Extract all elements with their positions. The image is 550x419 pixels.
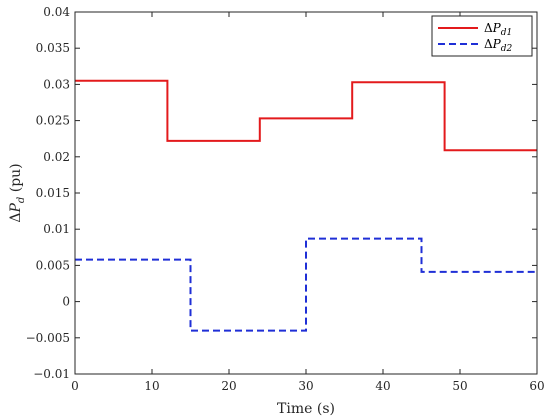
x-tick-label: 40	[375, 379, 390, 393]
y-tick-label: 0.035	[36, 41, 70, 55]
plot-frame	[74, 11, 538, 375]
legend-label-2: ΔPd2	[484, 37, 513, 54]
y-label-var: P	[8, 203, 24, 214]
y-tick-label: 0.04	[43, 5, 70, 19]
x-tick-label: 10	[144, 379, 159, 393]
y-tick-label: 0	[62, 295, 70, 309]
y-tick-label: 0.03	[43, 77, 70, 91]
y-tick-label: −0.005	[26, 331, 70, 345]
y-tick-label: 0.025	[36, 114, 70, 128]
x-axis-label: Time (s)	[277, 401, 335, 417]
y-label-delta: Δ	[8, 213, 24, 223]
legend-var: P	[492, 37, 502, 51]
y-tick-label: 0.005	[36, 258, 70, 272]
legend-delta: Δ	[484, 37, 493, 51]
legend-delta: Δ	[484, 21, 493, 35]
axis-ticks: 0 10 20 30 40 50 60 −0.01 −0.005 0 0.005 0.01 0.015 0…	[26, 5, 545, 393]
x-tick-label: 50	[452, 379, 467, 393]
legend-var: P	[492, 21, 502, 35]
legend-sub: d1	[501, 28, 513, 38]
y-tick-label: 0.01	[43, 222, 70, 236]
y-tick-label: 0.015	[36, 186, 70, 200]
plot-series	[75, 79, 537, 332]
series-line-2	[75, 237, 537, 332]
y-axis-label: ΔPd (pu)	[8, 163, 27, 222]
y-label-sub: d	[16, 197, 27, 203]
legend-box	[431, 15, 533, 57]
x-tick-label: 20	[221, 379, 236, 393]
x-tick-label: 0	[71, 379, 79, 393]
y-tick-label: 0.02	[43, 150, 70, 164]
x-tick-label: 60	[529, 379, 544, 393]
series-line-1	[75, 79, 537, 152]
y-tick-label: −0.01	[33, 367, 70, 381]
legend-label-1: ΔPd1	[484, 21, 512, 38]
y-label-unit: (pu)	[8, 163, 24, 196]
legend-sub: d2	[501, 44, 513, 54]
x-tick-label: 30	[298, 379, 313, 393]
